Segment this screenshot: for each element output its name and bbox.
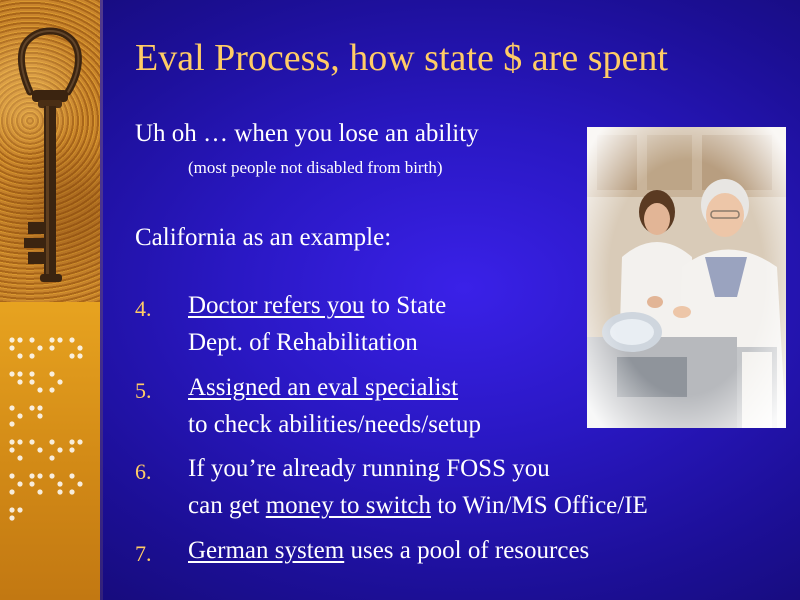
german-system-link[interactable]: German system <box>188 537 345 564</box>
intro-note: (most people not disabled from birth) <box>188 158 443 177</box>
photo-elderly-woman-washing-dishes <box>587 127 786 428</box>
example-heading: California as an example: <box>135 224 392 251</box>
slide-title: Eval Process, how state $ are spent <box>135 37 668 79</box>
item-text: to Win/MS Office/IE <box>431 492 648 519</box>
item-line-2: can get money to switch to Win/MS Office… <box>188 492 648 520</box>
key-image <box>0 0 100 302</box>
item-number: 7. <box>135 541 152 566</box>
list-item: If you’re already running FOSS you <box>188 455 550 482</box>
key-icon <box>18 27 82 282</box>
decorative-sidebar <box>0 0 100 600</box>
list-item: Assigned an eval specialist <box>188 374 458 402</box>
item-text: can get <box>188 492 266 519</box>
sidebar-divider <box>100 0 103 600</box>
doctor-refers-link[interactable]: Doctor refers you <box>188 292 365 319</box>
item-number: 4. <box>135 296 152 321</box>
intro-text: Uh oh … when you lose an ability <box>135 120 479 147</box>
item-text: to State <box>364 292 447 319</box>
money-to-switch-link[interactable]: money to switch <box>265 492 431 519</box>
photo-illustration <box>587 127 786 428</box>
item-number: 6. <box>135 459 152 484</box>
eval-specialist-link[interactable]: Assigned an eval specialist <box>188 374 459 401</box>
braille-pattern <box>0 302 100 600</box>
item-line-2: to check abilities/needs/setup <box>188 411 481 438</box>
item-number: 5. <box>135 378 152 403</box>
item-text: uses a pool of resources <box>344 537 590 564</box>
list-item: Doctor refers you to State <box>188 292 446 320</box>
braille-dots-icon <box>9 337 83 521</box>
list-item: German system uses a pool of resources <box>188 537 589 565</box>
item-line-2: Dept. of Rehabilitation <box>188 329 418 356</box>
